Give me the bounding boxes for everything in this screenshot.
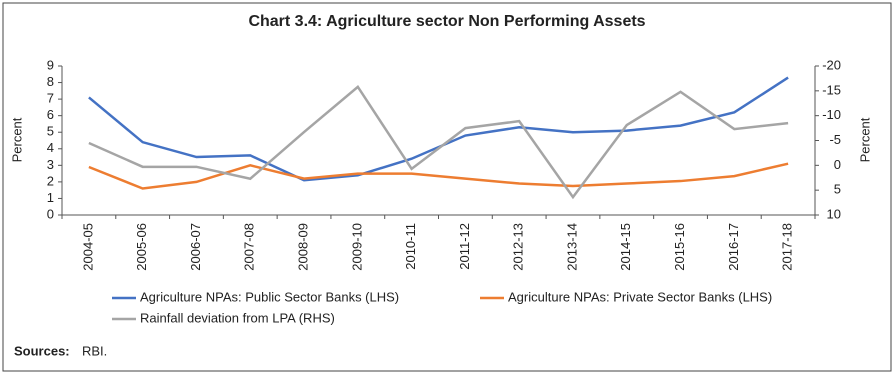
legend-label: Agriculture NPAs: Private Sector Banks (… — [508, 289, 772, 304]
x-tick-label: 2011-12 — [457, 223, 472, 270]
y2-tick-label: 10 — [827, 206, 841, 221]
x-tick-label: 2015-16 — [672, 223, 687, 271]
y-tick-label: 3 — [47, 157, 54, 172]
y-tick-label: 0 — [47, 206, 54, 221]
y2-tick-label: 5 — [834, 182, 841, 197]
y-tick-label: 5 — [47, 124, 54, 139]
x-tick-label: 2008-09 — [295, 223, 310, 271]
y2-axis-label: Percent — [857, 117, 872, 162]
legend-label: Rainfall deviation from LPA (RHS) — [140, 310, 335, 325]
y2-tick-label: -15 — [822, 82, 841, 97]
series-line — [88, 84, 789, 200]
chart-title: Chart 3.4: Agriculture sector Non Perfor… — [248, 13, 645, 30]
legend-label: Agriculture NPAs: Public Sector Banks (L… — [140, 289, 399, 304]
x-tick-label: 2009-10 — [349, 223, 364, 271]
x-tick-label: 2004-05 — [80, 223, 95, 271]
y2-tick-label: 0 — [834, 157, 841, 172]
y-axis-label: Percent — [9, 117, 24, 162]
x-tick-label: 2012-13 — [511, 223, 526, 271]
x-tick-label: 2017-18 — [780, 223, 795, 271]
y2-tick-label: -20 — [822, 57, 841, 72]
y-tick-label: 8 — [47, 74, 54, 89]
y-tick-label: 2 — [47, 173, 54, 188]
x-tick-label: 2013-14 — [564, 223, 579, 271]
x-tick-label: 2006-07 — [188, 223, 203, 271]
x-tick-label: 2010-11 — [403, 223, 418, 270]
source-text: RBI. — [82, 343, 107, 358]
y2-tick-label: -10 — [822, 107, 841, 122]
y-tick-label: 1 — [47, 190, 54, 205]
y-tick-label: 4 — [47, 140, 54, 155]
y2-tick-label: -5 — [829, 132, 841, 147]
source-label: Sources: — [14, 343, 70, 358]
x-tick-label: 2007-08 — [242, 223, 257, 271]
y-tick-label: 6 — [47, 107, 54, 122]
x-tick-label: 2016-17 — [726, 223, 741, 271]
series-line — [88, 162, 789, 190]
y-tick-label: 7 — [47, 91, 54, 106]
x-tick-label: 2005-06 — [134, 223, 149, 271]
y-tick-label: 9 — [47, 57, 54, 72]
x-tick-label: 2014-15 — [618, 223, 633, 271]
